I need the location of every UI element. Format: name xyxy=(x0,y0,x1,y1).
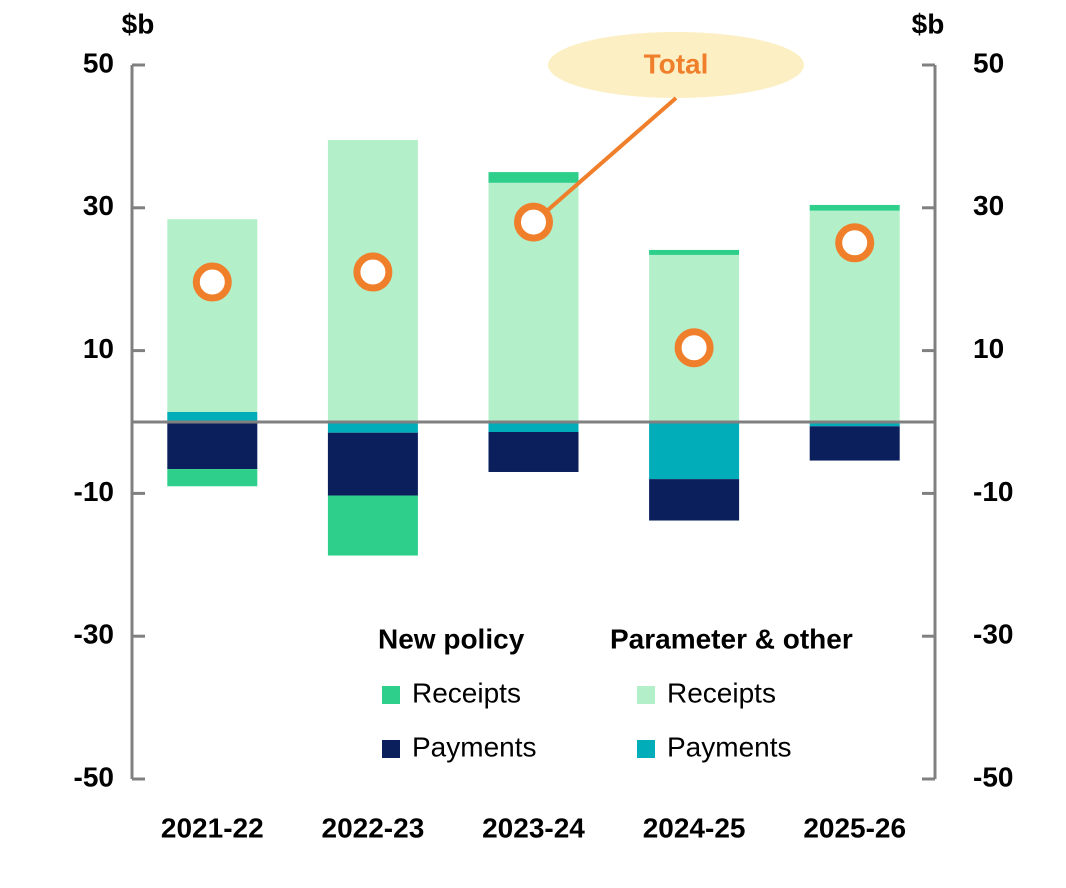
y-tick-label: -10 xyxy=(74,476,114,507)
x-tick-label: 2022-23 xyxy=(322,812,425,843)
legend-swatch xyxy=(382,686,400,704)
bar-segment xyxy=(809,422,900,427)
legend-label: Receipts xyxy=(667,677,776,708)
bar-segment xyxy=(809,426,900,461)
bar-segment xyxy=(488,172,579,183)
y-tick-label: 30 xyxy=(83,190,114,221)
x-tick-label: 2023-24 xyxy=(482,812,585,843)
legend-swatch xyxy=(637,740,655,758)
legend-label: Receipts xyxy=(412,677,521,708)
legend-swatch xyxy=(382,740,400,758)
bar-segment xyxy=(488,422,579,432)
bar-segment xyxy=(649,249,740,255)
legend-swatch xyxy=(637,686,655,704)
annotation-label: Total xyxy=(644,48,709,79)
total-marker xyxy=(353,252,393,292)
y2-tick-label: 10 xyxy=(973,333,1004,364)
bar-segment xyxy=(809,204,900,211)
y-tick-label: -50 xyxy=(74,761,114,792)
bar-segment xyxy=(488,431,579,472)
bar-segment xyxy=(327,432,418,496)
y2-tick-label: 50 xyxy=(973,47,1004,78)
y-axis-label: $b xyxy=(122,8,155,39)
bar-segment xyxy=(327,495,418,556)
x-tick-label: 2021-22 xyxy=(161,812,264,843)
y-tick-label: 10 xyxy=(83,333,114,364)
total-marker xyxy=(192,262,232,302)
bar-segment xyxy=(167,219,258,413)
annotation-bubble xyxy=(548,32,804,98)
total-marker xyxy=(514,202,553,242)
legend-group-title: New policy xyxy=(378,623,525,654)
x-tick-label: 2025-26 xyxy=(803,812,906,843)
total-marker xyxy=(674,328,714,368)
bar-segment xyxy=(327,422,418,433)
annotation-line xyxy=(544,96,678,214)
legend-label: Payments xyxy=(412,731,537,762)
legend-group-title: Parameter & other xyxy=(610,623,853,654)
bar-segment xyxy=(167,469,258,487)
x-tick-label: 2024-25 xyxy=(643,812,746,843)
legend-label: Payments xyxy=(667,731,792,762)
y-tick-label: -30 xyxy=(74,619,114,650)
y2-tick-label: -30 xyxy=(973,619,1013,650)
bar-segment xyxy=(649,422,740,480)
bar-segment xyxy=(167,412,258,422)
y-tick-label: 50 xyxy=(83,47,114,78)
bar-segment xyxy=(649,479,740,521)
y2-tick-label: 30 xyxy=(973,190,1004,221)
y2-axis-label: $b xyxy=(912,8,945,39)
total-marker xyxy=(835,223,875,263)
y2-tick-label: -10 xyxy=(973,476,1013,507)
y2-tick-label: -50 xyxy=(973,761,1013,792)
bar-segment xyxy=(167,422,258,470)
